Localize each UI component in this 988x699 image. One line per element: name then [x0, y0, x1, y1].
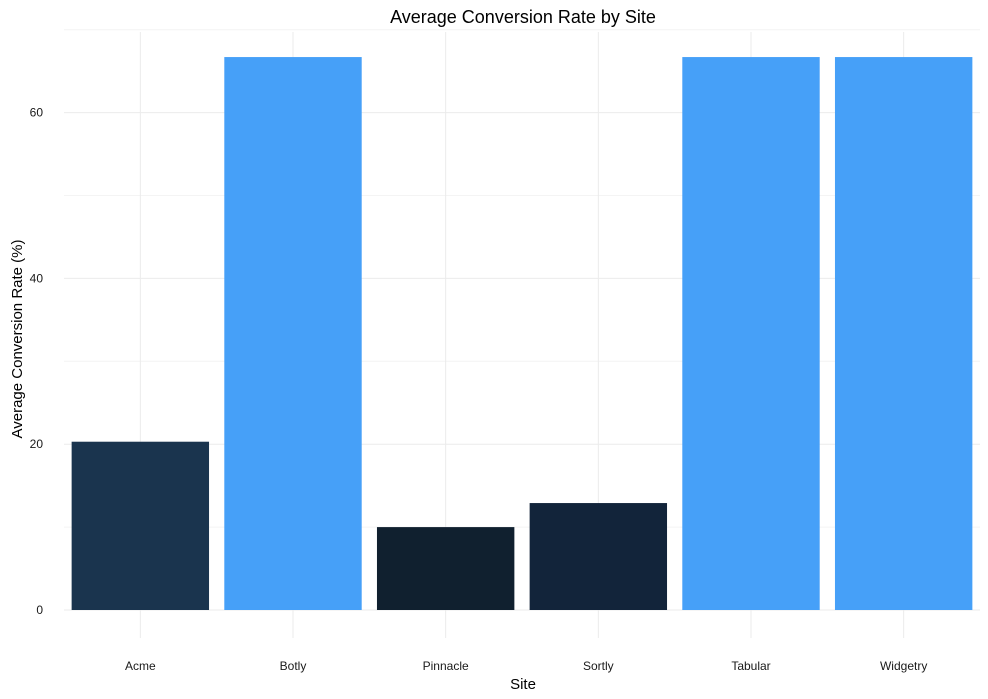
x-axis-ticks: Acme Botly Pinnacle Sortly Tabular Widgetry: [125, 659, 927, 673]
y-tick-label: 40: [30, 271, 44, 285]
x-tick-label: Pinnacle: [423, 659, 469, 673]
x-tick-label: Tabular: [731, 659, 770, 673]
chart-title: Average Conversion Rate by Site: [390, 7, 656, 27]
bar-tabular: [682, 57, 820, 610]
x-axis-title: Site: [510, 676, 536, 693]
bars: [71, 57, 973, 610]
x-tick-label: Botly: [280, 659, 307, 673]
x-tick-label: Widgetry: [880, 659, 927, 673]
bar-widgetry: [834, 57, 973, 610]
x-tick-label: Sortly: [583, 659, 614, 673]
y-axis-ticks: 0 20 40 60: [30, 106, 44, 617]
bar-pinnacle: [376, 527, 515, 610]
bar-acme: [71, 441, 210, 610]
y-axis-title: Average Conversion Rate (%): [9, 240, 26, 439]
y-tick-label: 60: [30, 106, 44, 120]
bar-botly: [224, 57, 362, 610]
bar-sortly: [529, 503, 668, 610]
x-tick-label: Acme: [125, 659, 156, 673]
y-tick-label: 0: [36, 603, 43, 617]
y-tick-label: 20: [30, 437, 44, 451]
